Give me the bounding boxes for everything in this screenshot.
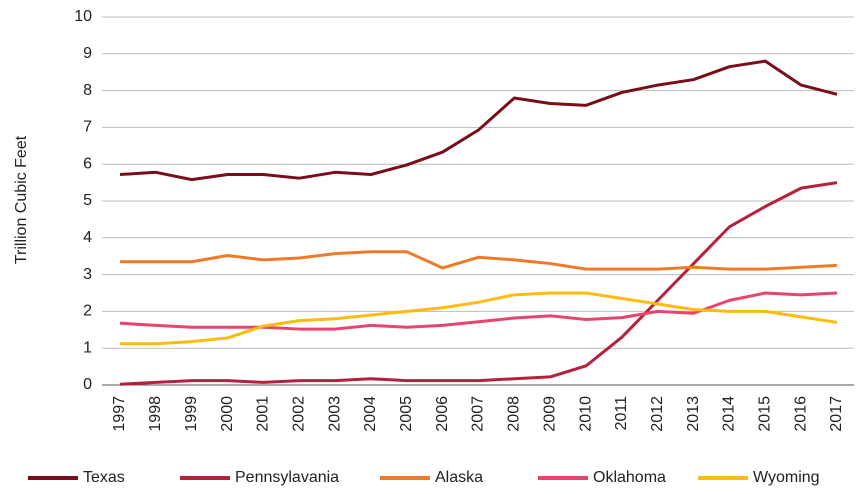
y-axis-label: Trillion Cubic Feet xyxy=(13,135,30,264)
x-tick-label: 2013 xyxy=(685,396,702,432)
y-tick-label: 1 xyxy=(83,339,92,356)
x-tick-label: 2006 xyxy=(434,396,451,432)
x-tick-label: 2005 xyxy=(398,396,415,432)
x-tick-label: 2004 xyxy=(362,396,379,432)
series-line xyxy=(120,250,838,271)
series-line xyxy=(119,291,838,331)
y-tick-label: 0 xyxy=(83,376,92,393)
y-tick-label: 5 xyxy=(83,192,92,209)
y-tick-label: 6 xyxy=(83,155,92,172)
x-tick-label: 2010 xyxy=(577,396,594,432)
x-tick-label: 2002 xyxy=(290,396,307,432)
x-tick-label: 2015 xyxy=(757,396,774,432)
legend-label: Oklahoma xyxy=(593,469,666,486)
legend-label: Texas xyxy=(83,469,125,486)
x-tick-label: 2011 xyxy=(613,396,630,431)
legend-label: Alaska xyxy=(435,469,483,486)
y-tick-label: 8 xyxy=(83,82,92,99)
y-tick-label: 9 xyxy=(83,45,92,62)
legend-label: Pennsylavania xyxy=(235,469,339,486)
x-tick-label: 1999 xyxy=(183,396,200,432)
y-tick-label: 7 xyxy=(83,119,92,136)
series-line xyxy=(120,291,838,346)
x-tick-label: 2003 xyxy=(326,396,343,432)
x-tick-label: 1998 xyxy=(147,396,164,432)
x-tick-label: 2009 xyxy=(541,396,558,432)
x-tick-label: 2016 xyxy=(792,396,809,432)
x-tick-label: 2000 xyxy=(219,396,236,432)
x-tick-label: 2012 xyxy=(649,396,666,432)
y-tick-label: 10 xyxy=(74,8,92,25)
x-tick-label: 1997 xyxy=(111,396,128,432)
x-tick-label: 2014 xyxy=(721,396,738,432)
x-tick-label: 2008 xyxy=(506,396,523,432)
y-tick-label: 3 xyxy=(83,266,92,283)
legend-label: Wyoming xyxy=(753,469,820,486)
x-tick-label: 2007 xyxy=(470,396,487,432)
series-line xyxy=(119,181,838,386)
x-tick-label: 2017 xyxy=(828,396,845,432)
y-tick-label: 4 xyxy=(83,229,92,246)
series-line xyxy=(119,59,838,182)
x-tick-label: 2001 xyxy=(255,396,272,432)
y-tick-label: 2 xyxy=(83,303,92,320)
